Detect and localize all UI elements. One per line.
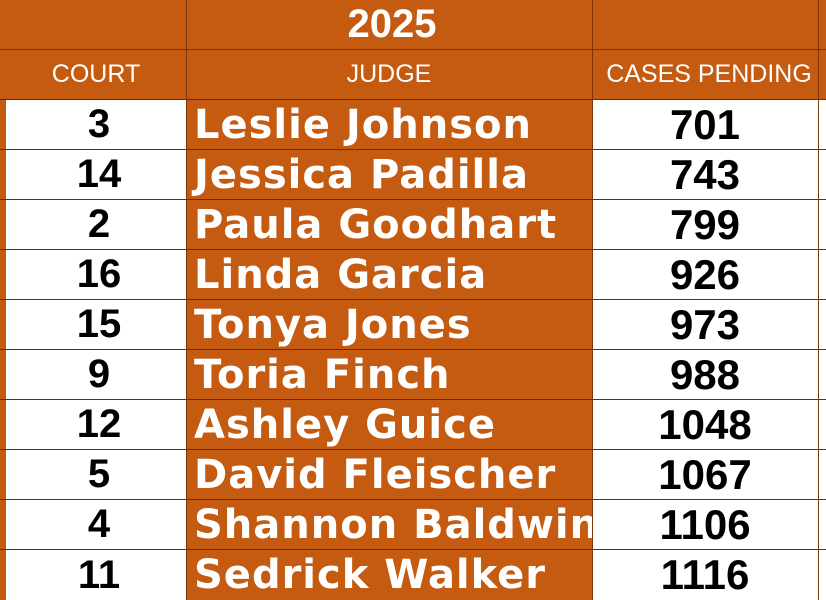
title-row: 2025 xyxy=(0,0,826,49)
cases-cell[interactable]: 1048 xyxy=(592,400,826,449)
court-cell[interactable]: 15 xyxy=(0,300,186,349)
year-title[interactable]: 2025 xyxy=(347,2,437,46)
court-cell[interactable]: 2 xyxy=(0,200,186,249)
judge-header[interactable]: JUDGE xyxy=(346,60,432,88)
cases-cell[interactable]: 701 xyxy=(592,100,826,149)
court-cell[interactable]: 14 xyxy=(0,150,186,199)
table-row: 14 Jessica Padilla 743 xyxy=(0,149,826,199)
cases-cell[interactable]: 799 xyxy=(592,200,826,249)
court-header[interactable]: COURT xyxy=(51,60,141,88)
judge-cell[interactable]: Ashley Guice xyxy=(186,400,592,449)
court-cell[interactable]: 5 xyxy=(0,450,186,499)
judge-cell[interactable]: Toria Finch xyxy=(186,350,592,399)
header-row: COURT JUDGE CASES PENDING xyxy=(0,49,826,99)
table-row: 2 Paula Goodhart 799 xyxy=(0,199,826,249)
cases-cell[interactable]: 926 xyxy=(592,250,826,299)
judge-cell[interactable]: David Fleischer xyxy=(186,450,592,499)
cases-cell[interactable]: 1106 xyxy=(592,500,826,549)
table-row: 12 Ashley Guice 1048 xyxy=(0,399,826,449)
column-divider xyxy=(592,0,593,600)
cases-pending-header[interactable]: CASES PENDING xyxy=(606,60,812,88)
court-cell[interactable]: 9 xyxy=(0,350,186,399)
court-cell[interactable]: 4 xyxy=(0,500,186,549)
judge-cell[interactable]: Tonya Jones xyxy=(186,300,592,349)
judge-cell[interactable]: Sedrick Walker xyxy=(186,550,592,600)
table-row: 4 Shannon Baldwin 1106 xyxy=(0,499,826,549)
judge-cell[interactable]: Paula Goodhart xyxy=(186,200,592,249)
table-row: 15 Tonya Jones 973 xyxy=(0,299,826,349)
judge-cell[interactable]: Leslie Johnson xyxy=(186,100,592,149)
table-row: 5 David Fleischer 1067 xyxy=(0,449,826,499)
court-cell[interactable]: 11 xyxy=(0,550,186,600)
judge-cell[interactable]: Linda Garcia xyxy=(186,250,592,299)
table-row: 9 Toria Finch 988 xyxy=(0,349,826,399)
cases-cell[interactable]: 988 xyxy=(592,350,826,399)
title-right-cell[interactable] xyxy=(592,0,826,49)
cases-cell[interactable]: 1067 xyxy=(592,450,826,499)
column-divider xyxy=(186,0,187,600)
court-cell[interactable]: 12 xyxy=(0,400,186,449)
table-row: 16 Linda Garcia 926 xyxy=(0,249,826,299)
column-divider xyxy=(818,0,819,600)
title-left-cell[interactable] xyxy=(0,0,186,49)
cases-cell[interactable]: 973 xyxy=(592,300,826,349)
court-cell[interactable]: 16 xyxy=(0,250,186,299)
judge-cell[interactable]: Jessica Padilla xyxy=(186,150,592,199)
table-row: 3 Leslie Johnson 701 xyxy=(0,99,826,149)
judge-cell[interactable]: Shannon Baldwin xyxy=(186,500,598,549)
cases-cell[interactable]: 743 xyxy=(592,150,826,199)
cases-cell[interactable]: 1116 xyxy=(592,550,826,600)
table-row: 11 Sedrick Walker 1116 xyxy=(0,549,826,600)
court-cell[interactable]: 3 xyxy=(0,100,186,149)
